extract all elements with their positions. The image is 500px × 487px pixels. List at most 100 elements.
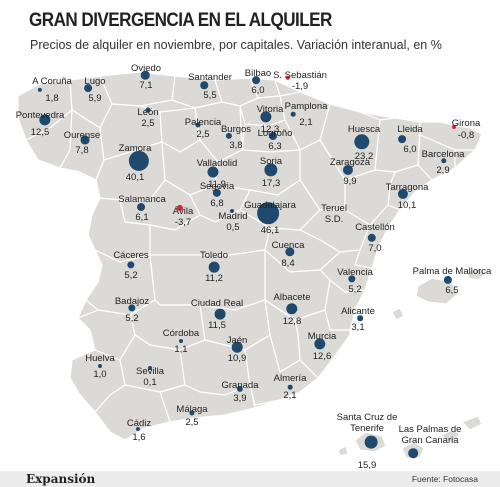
city-dot — [135, 426, 141, 432]
city-name: Cáceres — [113, 250, 149, 261]
city-name: Badajoz — [114, 296, 150, 307]
city-dot — [348, 275, 356, 283]
city-dot — [364, 435, 378, 449]
city-label: Zaragoza 9,9 — [330, 157, 370, 187]
city-name: Madrid — [218, 211, 248, 222]
city-label: Almería 2,1 — [274, 373, 307, 401]
city-label: Oviedo 7,1 — [131, 63, 161, 91]
city-name: S. Sebastián — [273, 70, 327, 81]
city-dot — [260, 111, 272, 123]
city-label: Vitoria 12,3 — [257, 104, 284, 135]
city-dot — [268, 131, 278, 141]
city-value: 3,1 — [351, 321, 365, 333]
city-dot — [443, 275, 453, 285]
city-dot — [145, 107, 151, 113]
city-name: Oviedo — [130, 63, 162, 74]
city-dot — [137, 203, 145, 211]
city-label: Lleida 6,0 — [397, 124, 422, 155]
city-value: 17,3 — [261, 177, 281, 189]
city-value: 7,1 — [139, 80, 153, 92]
city-label: Castellón 7,0 — [355, 222, 395, 254]
city-value: 3,9 — [233, 393, 247, 405]
city-name: León — [137, 107, 159, 118]
footer-bar — [0, 471, 500, 487]
city-dot — [127, 261, 135, 269]
city-dot — [286, 303, 298, 315]
city-dot — [225, 132, 233, 140]
city-label: Logroño 6,3 — [258, 128, 293, 152]
city-name: Málaga — [176, 404, 208, 415]
city-dot — [195, 122, 201, 128]
city-name: Alicante — [341, 306, 375, 317]
city-value: 5,2 — [124, 269, 138, 281]
city-label: Sevilla 0,1 — [136, 366, 164, 388]
city-label: Albacete 12,8 — [274, 292, 311, 327]
city-value: 9,9 — [343, 176, 357, 188]
city-label: Soria 17,3 — [260, 156, 282, 189]
city-name: Zamora — [118, 143, 152, 154]
city-label: Badajoz 5,2 — [115, 296, 149, 324]
city-dot — [398, 135, 406, 143]
city-value: 2,5 — [141, 118, 155, 129]
city-label: Huesca 23,2 — [348, 124, 380, 162]
city-label: Toledo 11,2 — [200, 250, 228, 284]
city-label: Córdoba 1,1 — [163, 328, 199, 355]
ibiza-island — [391, 307, 405, 321]
city-value: 12,5 — [30, 126, 50, 138]
city-value: 3,8 — [229, 140, 243, 152]
city-dot — [128, 304, 136, 312]
city-dot — [80, 135, 90, 145]
city-label: Palencia 2,5 — [185, 117, 221, 140]
city-name: Teruel — [321, 203, 347, 214]
city-label: Huelva 1,0 — [85, 353, 115, 380]
city-dot — [357, 315, 363, 321]
city-label: Lugo 5,9 — [84, 76, 105, 104]
city-dot — [148, 366, 152, 370]
city-name: Valencia — [337, 267, 373, 278]
city-label: Tarragona 10,1 — [386, 182, 429, 211]
city-value: 11,9 — [208, 178, 226, 190]
city-label: Santander 5,5 — [188, 72, 232, 101]
city-value: 46,1 — [260, 224, 280, 236]
city-label: Ciudad Real 11,5 — [191, 298, 243, 331]
city-label: Murcia 12,6 — [308, 331, 337, 362]
city-name: Palma de Mallorca — [412, 266, 492, 277]
city-dot — [236, 385, 244, 393]
city-name: A Coruña — [32, 76, 72, 87]
city-value: 12,6 — [312, 350, 332, 362]
city-name: Sevilla — [136, 366, 164, 377]
city-name: Santander — [188, 72, 232, 83]
city-dot — [207, 166, 219, 178]
city-dot — [214, 308, 226, 320]
city-name: Santa Cruz de Tenerife — [336, 412, 398, 434]
city-dot — [128, 150, 150, 172]
city-value: 2,9 — [436, 164, 450, 176]
city-label: Salamanca 6,1 — [118, 194, 166, 223]
city-value: 8,4 — [281, 257, 295, 269]
city-name: Almería — [273, 373, 307, 384]
city-dot — [287, 384, 293, 390]
city-label: Burgos 3,8 — [221, 124, 251, 151]
map-subtitle: Precios de alquiler en noviembre, por ca… — [30, 38, 442, 52]
city-label: Palma de Mallorca 6,5 — [413, 266, 492, 296]
city-value: 6,0 — [251, 84, 265, 96]
city-label: Segovia 6,8 — [200, 181, 234, 209]
city-name: Córdoba — [162, 328, 200, 339]
city-label: Zamora 40,1 — [119, 143, 152, 183]
city-label: Jaén 10,9 — [227, 335, 248, 364]
city-value: 1,0 — [93, 369, 107, 380]
source-note: Fuente: Fotocasa — [411, 474, 478, 484]
city-dot — [252, 76, 260, 84]
city-dot — [200, 81, 208, 89]
city-dot — [179, 339, 183, 343]
city-dot — [140, 70, 150, 80]
publisher-logo: Expansión — [26, 472, 96, 486]
city-dot — [397, 188, 409, 200]
city-value: 6,1 — [135, 211, 149, 223]
city-value: -1,9 — [291, 81, 309, 93]
city-value: 2,1 — [299, 117, 313, 129]
city-name: Castellón — [355, 222, 395, 233]
city-name: Palencia — [184, 117, 222, 128]
city-label: Pontevedra 12,5 — [16, 110, 65, 138]
city-dot — [257, 202, 279, 224]
